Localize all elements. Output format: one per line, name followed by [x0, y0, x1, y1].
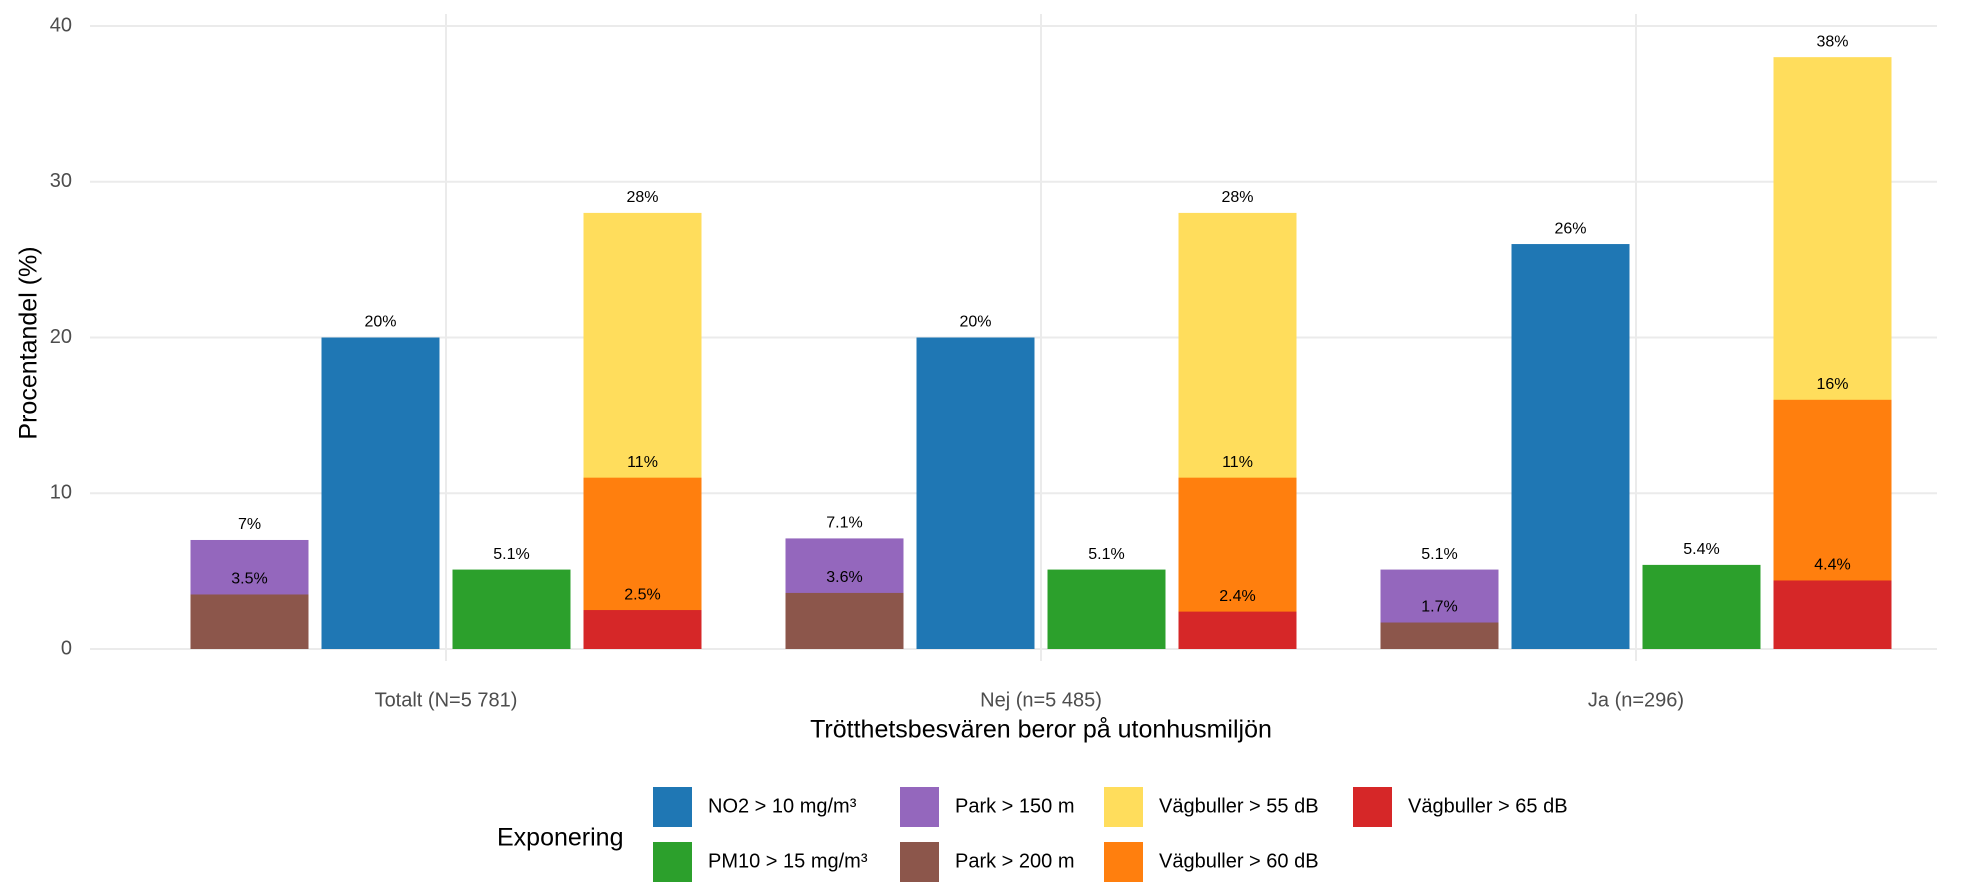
legend-title: Exponering — [497, 824, 623, 852]
bar — [1773, 580, 1892, 649]
data-label: 11% — [1222, 454, 1253, 471]
data-label: 20% — [959, 314, 991, 331]
data-label: 5.1% — [1088, 546, 1124, 563]
x-tick-label: Totalt (N=5 781) — [375, 689, 518, 711]
legend-swatch — [653, 787, 692, 827]
data-label: 7% — [238, 516, 261, 533]
legend-label: PM10 > 15 mg/m³ — [708, 850, 868, 872]
data-label: 2.4% — [1219, 588, 1255, 605]
bar — [1642, 564, 1761, 649]
data-label: 28% — [626, 189, 658, 206]
y-tick-label: 10 — [50, 482, 72, 504]
x-tick-label: Nej (n=5 485) — [980, 689, 1102, 711]
legend-swatch — [1104, 787, 1143, 827]
legend-label: Vägbuller > 60 dB — [1159, 850, 1319, 872]
legend-label: NO2 > 10 mg/m³ — [708, 795, 857, 817]
data-label: 5.1% — [493, 546, 529, 563]
bar — [1511, 244, 1630, 650]
bar — [452, 569, 571, 649]
data-label: 3.6% — [826, 569, 862, 586]
legend-swatch — [900, 787, 939, 827]
legend-swatch — [653, 842, 692, 882]
legend-swatch — [1104, 842, 1143, 882]
x-axis-title: Trötthetsbesvären beror på utonhusmiljön — [810, 716, 1272, 744]
bar — [785, 592, 904, 649]
data-label: 3.5% — [231, 571, 267, 588]
legend-label: Park > 150 m — [955, 795, 1075, 817]
bar — [190, 594, 309, 649]
data-label: 1.7% — [1421, 599, 1457, 616]
data-label: 20% — [364, 314, 396, 331]
legend-swatch — [900, 842, 939, 882]
bar — [1380, 622, 1499, 649]
data-label: 16% — [1816, 376, 1848, 393]
bar — [916, 337, 1035, 649]
x-tick-label: Ja (n=296) — [1588, 689, 1684, 711]
data-label: 5.4% — [1683, 541, 1719, 558]
y-tick-label: 20 — [50, 326, 72, 348]
data-label: 2.5% — [624, 586, 660, 603]
bar — [1178, 611, 1297, 649]
y-tick-label: 30 — [50, 170, 72, 192]
data-label: 5.1% — [1421, 546, 1457, 563]
legend-label: Vägbuller > 65 dB — [1408, 795, 1568, 817]
legend-label: Park > 200 m — [955, 850, 1075, 872]
data-label: 11% — [627, 454, 658, 471]
data-label: 26% — [1554, 220, 1586, 237]
bar — [1047, 569, 1166, 649]
data-label: 4.4% — [1814, 557, 1850, 574]
legend-label: Vägbuller > 55 dB — [1159, 795, 1319, 817]
data-label: 28% — [1221, 189, 1253, 206]
y-axis-title: Procentandel (%) — [15, 246, 43, 439]
y-tick-label: 0 — [61, 637, 72, 659]
data-label: 38% — [1816, 33, 1848, 50]
bar — [321, 337, 440, 649]
y-tick-label: 40 — [50, 14, 72, 36]
data-label: 7.1% — [826, 515, 862, 532]
bar — [583, 610, 702, 649]
legend-swatch — [1353, 787, 1392, 827]
